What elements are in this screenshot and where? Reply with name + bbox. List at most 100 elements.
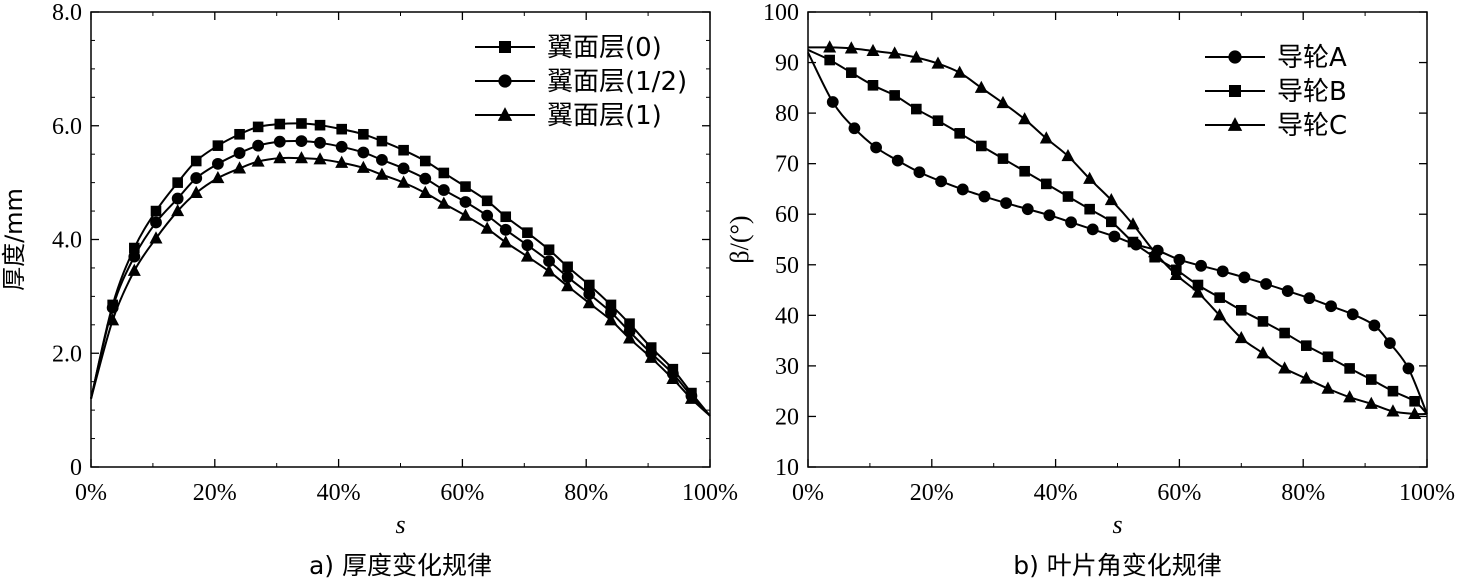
x-tick-label: 20% (910, 480, 954, 506)
data-point (956, 183, 969, 196)
legend-label: 翼面层(1/2) (547, 67, 687, 97)
data-point (252, 121, 264, 133)
data-point (1213, 308, 1227, 321)
data-point (233, 147, 246, 159)
data-point (543, 244, 555, 256)
data-point (1256, 346, 1270, 359)
data-point (150, 216, 162, 229)
data-point (211, 170, 225, 184)
data-point (1236, 304, 1247, 316)
data-point (976, 140, 987, 152)
data-point (974, 80, 988, 93)
data-point (1043, 209, 1056, 222)
legend: 翼面层(0) 翼面层(1/2) 翼面层(1) (475, 33, 687, 131)
legend-marker (497, 107, 513, 121)
data-point (313, 152, 327, 165)
legend-marker (498, 74, 512, 88)
y-tick-label: 2.0 (52, 341, 82, 367)
data-point (357, 146, 370, 159)
data-point (867, 80, 879, 91)
series-2 (807, 40, 1428, 420)
data-point (1279, 327, 1290, 339)
chart-thickness: 0% 20% 40% 60% 80% 100% 0 2.0 4.0 6.0 8.0 s 厚度/mm 翼面层… (0, 0, 738, 580)
y-tick-label: 70 (775, 152, 799, 178)
legend-label: 导轮A (1277, 43, 1347, 73)
series-1 (90, 135, 711, 417)
data-point (150, 205, 162, 217)
data-point (520, 249, 534, 262)
data-point (1365, 374, 1377, 385)
data-point (1303, 292, 1316, 305)
data-point (1344, 363, 1355, 374)
data-point (1299, 371, 1313, 384)
data-point (889, 90, 900, 101)
data-point (294, 151, 308, 164)
data-point (909, 50, 923, 63)
data-point (335, 155, 349, 168)
data-point (1041, 178, 1052, 190)
legend: 导轮A 导轮B 导轮C (1205, 43, 1347, 141)
data-point (1062, 191, 1074, 202)
data-point (522, 227, 533, 238)
y-axis-label: 厚度/mm (0, 188, 28, 291)
data-point (1061, 148, 1075, 162)
data-point (1083, 171, 1097, 184)
data-point (561, 279, 575, 292)
data-point (978, 190, 991, 203)
legend-label: 翼面层(1) (547, 101, 662, 131)
data-point (460, 181, 471, 192)
data-point (458, 208, 472, 221)
y-tick-label: 80 (775, 101, 799, 127)
data-point (419, 172, 432, 185)
data-point (1281, 285, 1294, 297)
data-point (336, 123, 347, 135)
data-point (846, 67, 857, 78)
data-point (335, 140, 348, 153)
data-point (314, 136, 326, 149)
legend-label: 翼面层(0) (547, 33, 662, 63)
data-point (1386, 404, 1400, 417)
data-point (644, 350, 658, 363)
legend-label: 导轮B (1277, 77, 1347, 107)
legend-marker (1229, 85, 1241, 97)
x-tick-label: 20% (193, 480, 237, 506)
data-point (171, 203, 185, 217)
data-point (543, 255, 555, 268)
data-point (296, 118, 307, 129)
data-point (129, 242, 140, 254)
data-point (561, 271, 574, 283)
data-point (1368, 319, 1381, 332)
data-point (295, 135, 308, 148)
data-point (499, 223, 512, 236)
series-2 (90, 151, 711, 417)
series-0 (90, 118, 711, 417)
data-point (419, 155, 431, 167)
data-point (211, 157, 224, 170)
data-point (1343, 390, 1357, 403)
data-point (826, 96, 839, 108)
data-point (624, 318, 635, 329)
data-point (252, 139, 265, 152)
x-tick-label: 0% (75, 480, 107, 506)
y-tick-label: 8.0 (52, 0, 82, 26)
y-tick-label: 50 (775, 253, 799, 279)
data-point (149, 231, 163, 244)
data-point (376, 135, 388, 147)
data-point (888, 46, 902, 59)
data-point (684, 391, 698, 404)
y-tick-label: 100 (763, 0, 799, 26)
data-point (931, 56, 945, 69)
x-tick-label: 100% (682, 480, 738, 506)
data-point (1402, 362, 1415, 375)
data-point (314, 119, 326, 131)
data-point (274, 118, 286, 130)
series-1 (807, 49, 1428, 415)
data-point (932, 115, 944, 126)
data-point (189, 185, 203, 198)
data-point (212, 140, 224, 151)
data-point (481, 195, 493, 207)
y-tick-label: 4.0 (52, 228, 82, 254)
data-point (1234, 330, 1248, 344)
data-point (996, 95, 1010, 109)
